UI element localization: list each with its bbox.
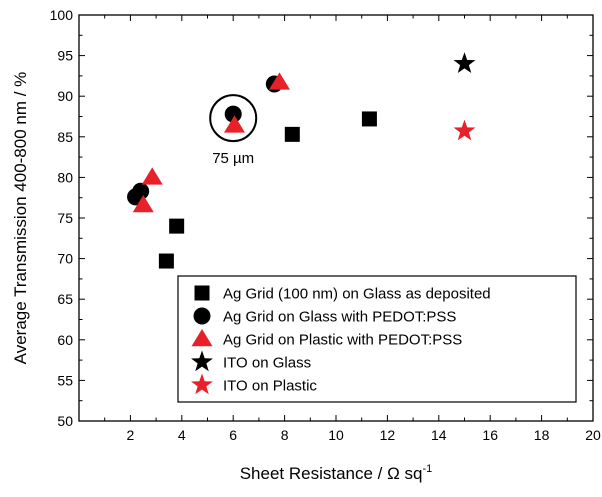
legend: Ag Grid (100 nm) on Glass as deposited Ag… [177,275,577,403]
x-tick-label: 10 [328,427,344,443]
point-triangle-2-0 [132,195,154,213]
y-tick-label: 90 [57,88,73,104]
y-tick-label: 80 [57,169,73,185]
legend-marker-0 [194,285,210,301]
legend-marker-3 [191,350,213,372]
point-star-4-0 [453,119,476,141]
legend-label-1: Ag Grid on Glass with PEDOT:PSS [223,309,456,326]
point-triangle-2-1 [141,167,163,185]
legend-marker-4 [191,373,213,395]
point-square-0-3 [361,111,377,127]
x-tick-label: 18 [534,427,550,443]
y-tick-label: 75 [57,210,73,226]
point-square-0-2 [284,126,300,142]
y-tick-label: 100 [50,7,74,23]
point-star-3-0 [453,52,476,74]
y-tick-label: 95 [57,48,73,64]
x-tick-label: 4 [178,427,186,443]
legend-marker-1 [193,307,211,325]
x-tick-label: 6 [229,427,237,443]
y-tick-label: 85 [57,129,73,145]
point-square-0-0 [158,253,174,269]
legend-label-3: ITO on Glass [223,355,311,372]
point-triangle-2-3 [268,72,290,90]
x-tick-label: 2 [127,427,135,443]
y-tick-label: 50 [57,413,73,429]
x-tick-label: 16 [482,427,498,443]
legend-label-2: Ag Grid on Plastic with PEDOT:PSS [223,332,462,349]
y-tick-label: 55 [57,372,73,388]
point-circle-1-2 [224,105,242,123]
axes: 2 4 6 8 10 12 14 16 18 20 50 55 60 65 70 75 80 85 90 95 100 [50,7,601,443]
annotation-ring-0 [209,94,258,143]
annotation-label-0: 75 µm [212,150,254,167]
point-circle-1-1 [132,182,150,200]
x-tick-label: 20 [585,427,601,443]
legend-box [177,275,577,403]
annotations: 75 µm [209,94,258,167]
x-tick-label: 12 [380,427,396,443]
legend-label-0: Ag Grid (100 nm) on Glass as deposited [223,286,491,303]
point-square-0-1 [169,218,185,234]
point-triangle-2-2 [223,115,245,133]
x-axis-label: Sheet Resistance / Ω sq-1 [240,463,433,483]
y-tick-label: 70 [57,251,73,267]
y-tick-label: 65 [57,291,73,307]
legend-marker-2 [191,329,213,347]
x-tick-label: 14 [431,427,447,443]
x-axis-label-superscript: -1 [423,463,433,475]
legend-label-4: ITO on Plastic [223,378,317,395]
x-tick-label: 8 [281,427,289,443]
y-tick-label: 60 [57,332,73,348]
data-points [127,52,476,269]
y-axis-label: Average Transmission 400-800 nm / % [11,72,30,365]
